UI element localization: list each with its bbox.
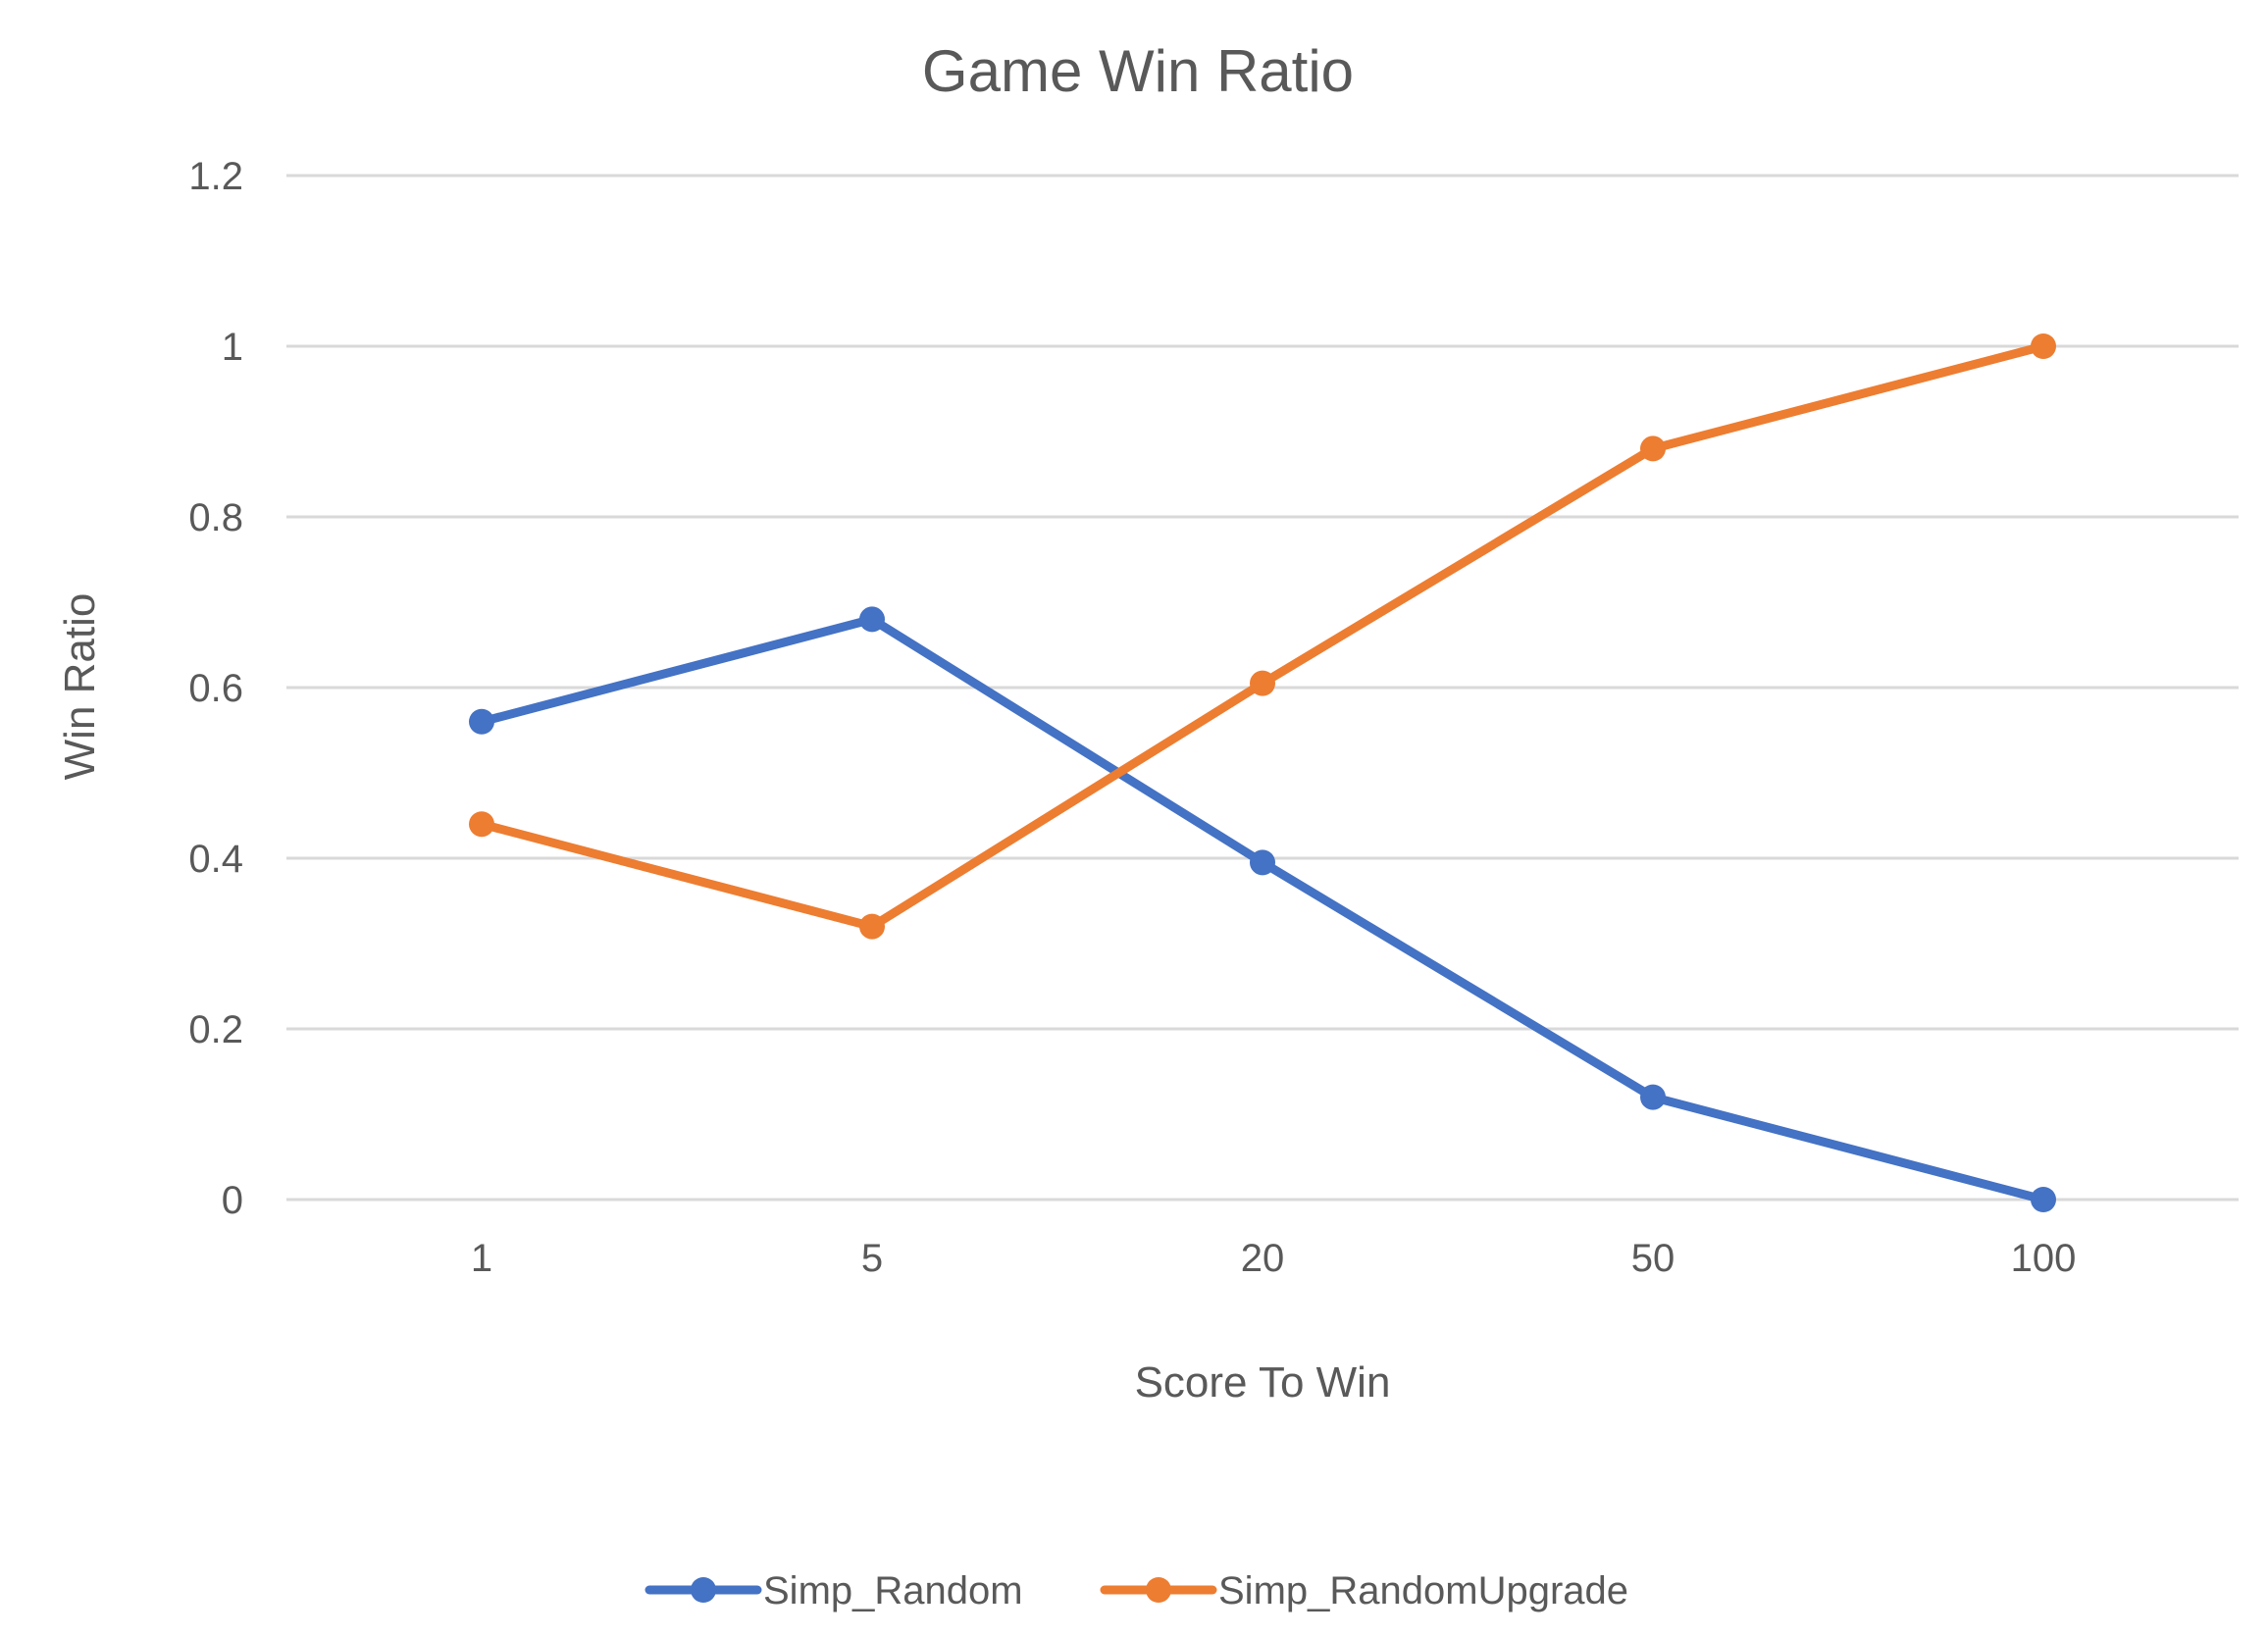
series-Simp_Random [469,606,2056,1212]
data-point [859,606,885,633]
data-point [2031,333,2056,359]
y-tick-label: 0 [222,1179,243,1222]
legend-swatch-marker [691,1577,716,1603]
data-point [859,913,885,940]
y-tick-label: 0.6 [188,667,243,710]
data-point [2031,1187,2056,1212]
y-tick-label: 0.4 [188,838,243,881]
x-tick-label: 100 [2011,1237,2077,1280]
data-point [1250,670,1275,696]
series-lines [469,333,2056,1212]
data-point [469,811,494,838]
x-tick-label: 5 [861,1237,883,1280]
legend-swatch-marker [1146,1577,1171,1603]
series-line [477,614,2048,1204]
data-point [1250,849,1275,876]
chart-title: Game Win Ratio [922,38,1354,104]
series-Simp_RandomUpgrade [469,333,2056,940]
x-axis-title: Score To Win [1135,1358,1391,1407]
x-tick-label: 1 [471,1237,492,1280]
y-tick-label: 0.8 [188,496,243,539]
x-tick-label: 20 [1241,1237,1285,1280]
legend-item-Simp_Random[interactable]: Simp_Random [644,1569,1023,1612]
y-tick-label: 1.2 [188,155,243,198]
data-point [469,708,494,735]
legend[interactable]: Simp_Random Simp_RandomUpgrade [644,1569,1628,1612]
x-axis-ticks: 1 5 20 50 100 [471,1237,2077,1280]
x-tick-label: 50 [1631,1237,1675,1280]
series-line [477,341,2048,932]
y-tick-label: 0.2 [188,1008,243,1051]
legend-item-Simp_RandomUpgrade[interactable]: Simp_RandomUpgrade [1100,1569,1628,1612]
data-point [1640,1084,1666,1110]
y-tick-label: 1 [222,326,243,369]
data-point [1640,435,1666,462]
y-axis-ticks: 0 0.2 0.4 0.6 0.8 1 1.2 [188,155,243,1222]
y-axis-title: Win Ratio [56,593,104,781]
legend-label: Simp_Random [763,1569,1023,1612]
legend-label: Simp_RandomUpgrade [1218,1569,1628,1612]
